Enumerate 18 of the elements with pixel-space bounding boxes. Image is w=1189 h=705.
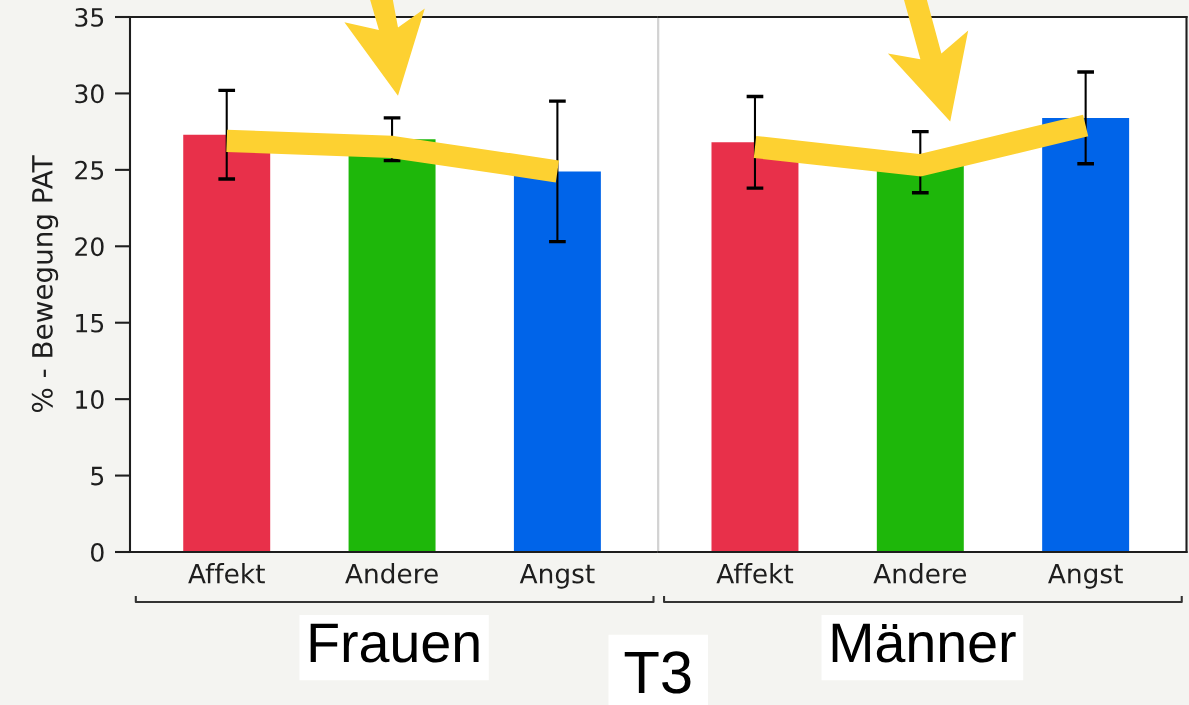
x-tick-label: Andere <box>345 563 438 584</box>
y-tick-label: 25 <box>75 160 104 180</box>
y-tick-label: 30 <box>75 84 104 104</box>
x-axis-title: Männer <box>832 623 1016 663</box>
x-tick-label: Affekt <box>188 563 265 584</box>
y-tick-label: 20 <box>75 237 104 257</box>
text: T3 <box>624 651 691 694</box>
y-tick-label: 0 <box>91 542 104 562</box>
x-tick-label: Angst <box>519 563 595 589</box>
x-axis-title: Frauen <box>310 623 479 663</box>
x-tick-label: Affekt <box>716 563 794 584</box>
y-tick-label: 15 <box>76 313 104 333</box>
y-tick-label: 10 <box>76 390 104 409</box>
x-tick-label: Andere <box>873 563 967 584</box>
y-tick-label: 35 <box>75 7 104 27</box>
y-tick-label: 5 <box>91 466 104 486</box>
y-axis-title: % - Bewegung PAT <box>31 155 59 413</box>
x-tick-label: Angst <box>1048 563 1123 589</box>
